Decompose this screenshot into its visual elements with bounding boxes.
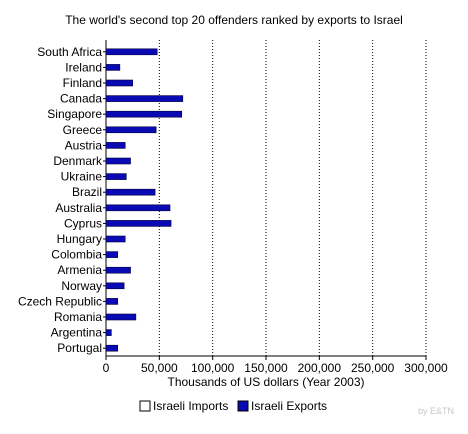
legend-label: Israeli Imports (153, 399, 228, 413)
x-tick-label: 250,000 (351, 361, 395, 375)
category-label: Romania (54, 310, 102, 324)
category-label: Austria (65, 138, 103, 152)
bar (105, 126, 157, 134)
bar (105, 235, 126, 243)
category-label: Australia (55, 201, 102, 215)
category-label: Finland (63, 76, 102, 90)
category-label: Canada (60, 92, 102, 106)
bar (105, 188, 156, 196)
x-tick-label: 0 (103, 361, 110, 375)
x-tick-label: 300,000 (404, 361, 448, 375)
category-label: Brazil (72, 185, 102, 199)
bar (105, 313, 137, 321)
legend-swatch (139, 400, 151, 412)
category-label: Ireland (65, 60, 102, 74)
bar (105, 266, 131, 274)
bar (105, 220, 172, 227)
bar (105, 282, 125, 290)
category-label: Ukraine (61, 170, 103, 184)
x-tick-label: 100,000 (191, 361, 235, 375)
bar (105, 64, 121, 71)
plot-area: 0 50,000 100,000 150,000 200,000 250,000 300,0… (18, 40, 448, 375)
bar (105, 329, 112, 336)
category-label: Norway (61, 279, 102, 293)
bar (105, 110, 183, 118)
category-label: Colombia (51, 248, 102, 262)
x-tick-label: 150,000 (244, 361, 288, 375)
bar (105, 173, 127, 180)
watermark: by E&TN (418, 406, 454, 416)
bar (105, 251, 119, 258)
bar (105, 344, 119, 352)
legend-swatch (237, 400, 249, 412)
chart-title: The world's second top 20 offenders rank… (65, 13, 403, 27)
bar (105, 298, 119, 305)
category-label: Argentina (51, 326, 103, 340)
bar (105, 157, 131, 165)
legend-label: Israeli Exports (251, 399, 327, 413)
bar (105, 48, 158, 56)
bar (105, 204, 171, 212)
category-label: Hungary (57, 232, 102, 246)
category-label: Denmark (53, 154, 103, 168)
bar (105, 79, 133, 87)
category-label: Singapore (47, 107, 102, 121)
category-label: Portugal (57, 341, 102, 355)
x-tick-label: 200,000 (298, 361, 342, 375)
category-label: Czech Republic (18, 294, 102, 308)
legend: Israeli Imports Israeli Exports (139, 399, 327, 413)
category-label: Armenia (57, 263, 102, 277)
x-axis-title: Thousands of US dollars (Year 2003) (167, 375, 364, 389)
category-label: Greece (63, 123, 103, 137)
bar (105, 95, 184, 102)
bar (105, 142, 126, 149)
category-label: South Africa (37, 45, 102, 59)
x-tick-label: 50,000 (141, 361, 178, 375)
category-label: Cyprus (64, 216, 102, 230)
